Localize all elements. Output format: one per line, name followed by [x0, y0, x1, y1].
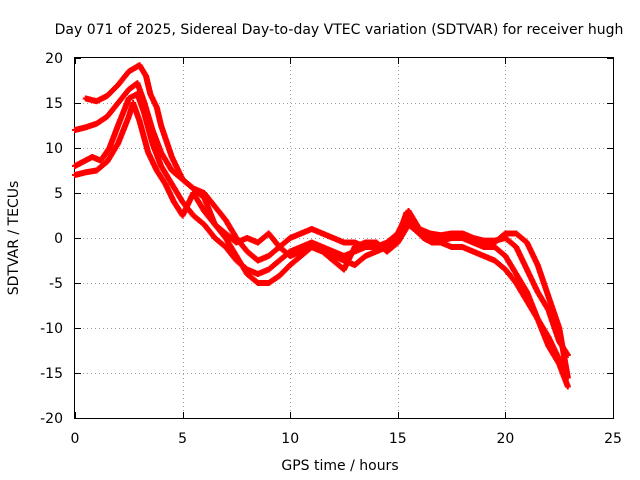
y-tick-labels: -20 -15 -10 -5 0 5 10 15 20: [40, 51, 63, 427]
data-point: [564, 383, 571, 390]
series-track-2: [82, 62, 571, 358]
x-tick-label: 25: [604, 431, 622, 447]
plot-frame: [74, 57, 614, 419]
y-tick-label: 20: [45, 51, 63, 67]
data-point: [564, 374, 571, 381]
x-axis-label: GPS time / hours: [281, 458, 398, 474]
y-tick-label: 15: [45, 96, 63, 112]
x-tick-label: 10: [281, 431, 299, 447]
x-tick-label: 15: [389, 431, 407, 447]
y-tick-label: 0: [54, 231, 63, 247]
series-track-3: [72, 91, 571, 390]
series-track-4: [72, 100, 571, 381]
y-axis-label: SDTVAR / TECUs: [6, 181, 22, 296]
x-tick-labels: 0 5 10 15 20 25: [71, 431, 622, 447]
y-tick-label: -5: [49, 276, 63, 292]
y-tick-label: -20: [40, 411, 63, 427]
x-tick-label: 0: [71, 431, 80, 447]
x-tick-label: 20: [496, 431, 514, 447]
y-tick-label: -15: [40, 366, 63, 382]
y-tick-label: 10: [45, 141, 63, 157]
y-tick-label: -10: [40, 321, 63, 337]
data-points: [72, 62, 571, 390]
y-tick-label: 5: [54, 186, 63, 202]
axis-ticks: [75, 58, 614, 419]
chart-title: Day 071 of 2025, Sidereal Day-to-day VTE…: [55, 22, 624, 38]
x-tick-label: 5: [178, 431, 187, 447]
